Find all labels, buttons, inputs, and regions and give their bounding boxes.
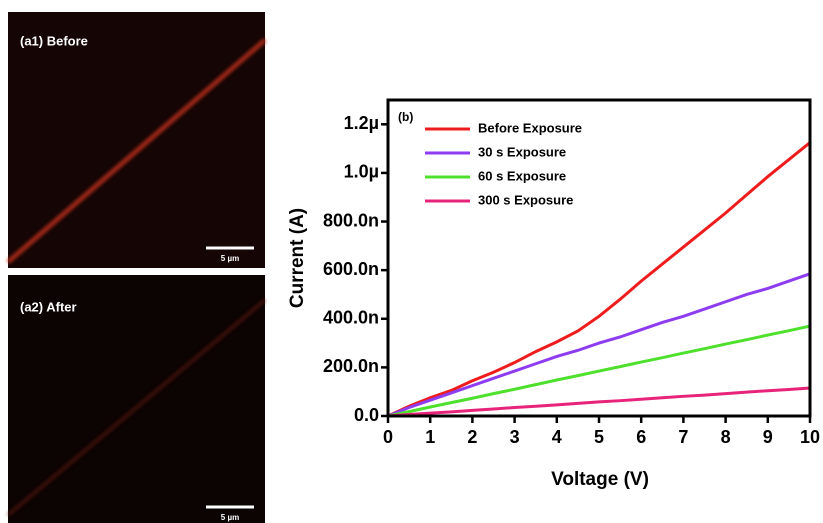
y-tick-label: 600.0n xyxy=(323,259,379,279)
scale-label: 5 µm xyxy=(221,254,239,263)
scale-label: 5 µm xyxy=(221,513,239,522)
x-tick-label: 4 xyxy=(552,427,562,447)
x-axis-label: Voltage (V) xyxy=(551,469,649,490)
y-tick-label: 1.0µ xyxy=(344,162,379,182)
panel-label: (a1) Before xyxy=(20,33,88,48)
x-tick-label: 2 xyxy=(467,427,477,447)
x-tick-label: 6 xyxy=(636,427,646,447)
y-tick-label: 800.0n xyxy=(323,210,379,230)
x-tick-label: 3 xyxy=(510,427,520,447)
legend-label: Before Exposure xyxy=(478,120,582,135)
x-tick-label: 7 xyxy=(678,427,688,447)
legend-label: 300 s Exposure xyxy=(478,192,573,207)
x-tick-label: 8 xyxy=(721,427,731,447)
y-tick-label: 400.0n xyxy=(323,308,379,328)
image-a1: (a1) Before 5 µm xyxy=(6,12,267,268)
plot-frame xyxy=(386,98,812,418)
x-tick-label: 0 xyxy=(383,427,393,447)
legend-label: 30 s Exposure xyxy=(478,144,566,159)
image-a2: (a2) After 5 µm xyxy=(6,275,267,523)
y-tick-label: 1.2µ xyxy=(344,113,379,133)
panel-label: (a2) After xyxy=(20,299,77,314)
y-tick-label: 0.0 xyxy=(354,405,379,425)
series-line xyxy=(387,324,811,418)
x-tick-label: 9 xyxy=(763,427,773,447)
legend-label: 60 s Exposure xyxy=(478,168,566,183)
x-tick-label: 10 xyxy=(800,427,820,447)
series-line xyxy=(387,386,811,418)
x-tick-label: 1 xyxy=(425,427,435,447)
nanowire xyxy=(6,298,267,517)
nanowire xyxy=(6,38,267,264)
series-line xyxy=(387,272,811,418)
annotation: (b) xyxy=(398,110,413,124)
x-tick-label: 5 xyxy=(594,427,604,447)
y-tick-label: 200.0n xyxy=(323,356,379,376)
y-axis-label: Current (A) xyxy=(287,208,308,308)
series-line xyxy=(387,141,811,418)
